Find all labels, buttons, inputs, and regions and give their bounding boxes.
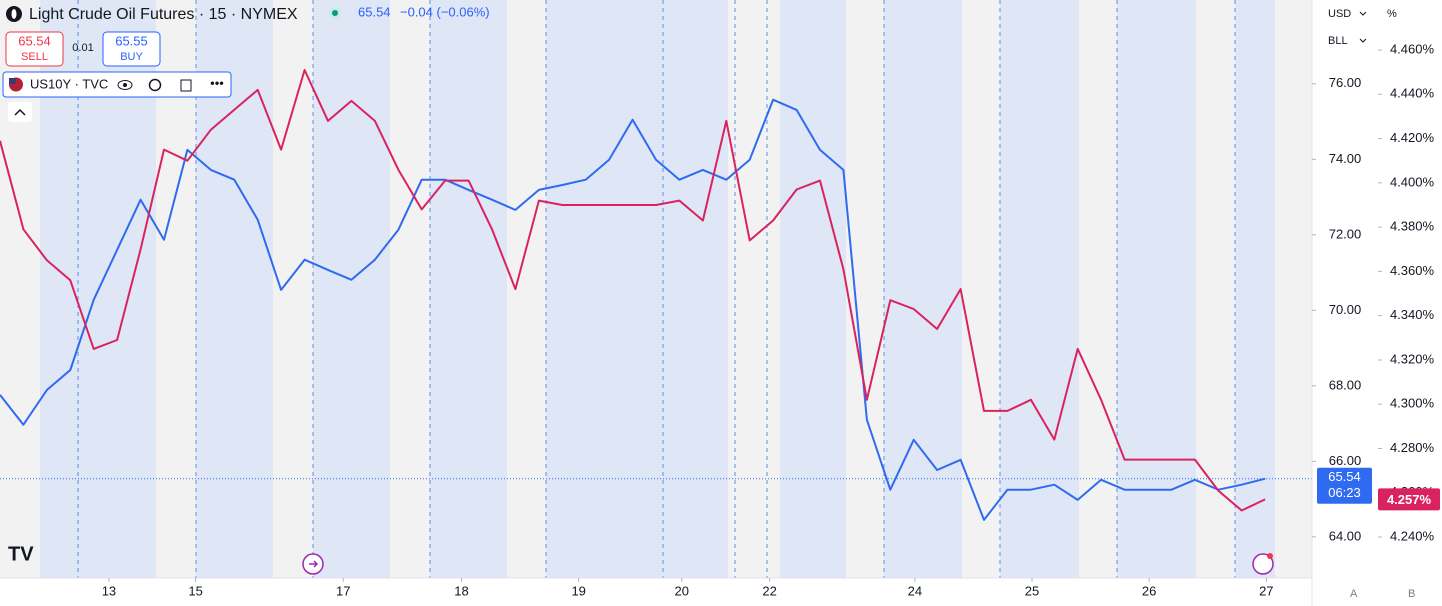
sell-label: SELL xyxy=(21,51,48,63)
y2-tick-label: 4.460% xyxy=(1390,41,1435,56)
series-line xyxy=(0,69,1266,512)
y2-tick-label: 4.320% xyxy=(1390,351,1435,366)
session-band xyxy=(430,0,507,578)
scale-toggle[interactable]: B xyxy=(1408,588,1415,600)
y2-tick-label: 4.280% xyxy=(1390,440,1435,455)
logo: TV xyxy=(8,543,34,565)
x-tick-label: 15 xyxy=(188,583,202,598)
time-axis xyxy=(0,578,1312,606)
y2-tick-label: 4.400% xyxy=(1390,174,1435,189)
plot xyxy=(0,69,1312,521)
x-tick-label: 19 xyxy=(571,583,585,598)
last-price: 65.54 xyxy=(358,4,391,19)
currency[interactable]: USD xyxy=(1328,8,1351,20)
last-yield-label: 4.257% xyxy=(1387,492,1432,507)
overlay-legend[interactable] xyxy=(2,71,232,98)
y2-tick-label: 4.420% xyxy=(1390,130,1435,145)
y2-tick-label: 4.240% xyxy=(1390,528,1435,543)
y-tick-label: 64.00 xyxy=(1329,528,1362,543)
last-price-tag xyxy=(1317,467,1372,504)
x-tick-label: 18 xyxy=(454,583,468,598)
y2-tick-label: 4.340% xyxy=(1390,307,1435,322)
y-tick-label: 72.00 xyxy=(1329,226,1362,241)
buy-label: BUY xyxy=(120,51,143,63)
spread: 0.01 xyxy=(72,42,93,54)
session-band xyxy=(546,0,728,578)
eye-icon[interactable] xyxy=(117,80,133,90)
y2-tick-label: 4.440% xyxy=(1390,86,1435,101)
event-badge xyxy=(1267,553,1273,559)
auto-scale[interactable]: A xyxy=(1350,588,1358,600)
unit[interactable]: BLL xyxy=(1328,35,1348,47)
x-tick-label: 27 xyxy=(1259,583,1273,598)
symbol-icon xyxy=(11,9,17,19)
eye-icon xyxy=(123,83,127,87)
delete-icon[interactable] xyxy=(180,79,192,92)
dropdown-icon xyxy=(1359,11,1367,16)
symbol-title: Light Crude Oil Futures · 15 · NYMEX xyxy=(29,6,298,23)
y2-tick-label: 4.380% xyxy=(1390,219,1435,234)
x-tick-label: 17 xyxy=(336,583,350,598)
collapse-icon xyxy=(14,108,26,116)
y-tick-label: 68.00 xyxy=(1329,377,1362,392)
y2-tick-label: 4.360% xyxy=(1390,263,1435,278)
session-band xyxy=(884,0,962,578)
session-band xyxy=(1000,0,1079,578)
settings-icon[interactable] xyxy=(148,78,162,92)
dropdown-icon xyxy=(1359,38,1367,43)
series-line xyxy=(0,98,1266,521)
y2-tick-label: 4.300% xyxy=(1390,396,1435,411)
sell-button[interactable] xyxy=(5,31,64,67)
buy-price: 65.55 xyxy=(115,33,148,48)
x-tick-label: 25 xyxy=(1025,583,1039,598)
more-icon[interactable]: ••• xyxy=(210,75,224,90)
overlay-name: US10Y · TVC xyxy=(30,76,108,91)
status-dot xyxy=(332,10,338,16)
session-band xyxy=(780,0,846,578)
flag-icon xyxy=(9,78,16,84)
y-tick-label: 76.00 xyxy=(1329,75,1362,90)
x-tick-label: 13 xyxy=(102,583,116,598)
price-change: −0.04 (−0.06%) xyxy=(400,4,490,19)
buy-button[interactable] xyxy=(102,31,161,67)
x-tick-label: 22 xyxy=(762,583,776,598)
collapse-button[interactable] xyxy=(8,102,32,122)
countdown-label: 06:23 xyxy=(1328,485,1361,500)
axes: 64.00 66.00 68.00 70.00 72.00 74.00 76.00 4.240… xyxy=(102,41,1440,598)
event-icon xyxy=(309,560,319,568)
x-tick-label: 24 xyxy=(908,583,922,598)
last-yield-tag xyxy=(1378,488,1440,511)
x-tick-label: 26 xyxy=(1142,583,1156,598)
x-tick-label: 20 xyxy=(675,583,689,598)
session-band xyxy=(1235,0,1275,578)
session-band xyxy=(313,0,390,578)
event-icon[interactable] xyxy=(1252,553,1274,575)
y-tick-label: 66.00 xyxy=(1329,453,1362,468)
session-band xyxy=(1117,0,1196,578)
sell-price: 65.54 xyxy=(18,33,51,48)
percent-toggle[interactable]: % xyxy=(1387,8,1397,20)
y-tick-label: 70.00 xyxy=(1329,302,1362,317)
last-price-label: 65.54 xyxy=(1328,469,1361,484)
y-tick-label: 74.00 xyxy=(1329,151,1362,166)
